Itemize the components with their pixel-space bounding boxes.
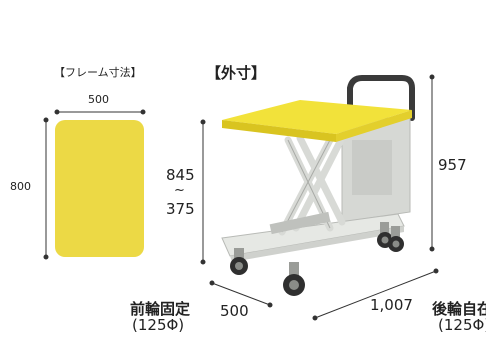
frame-length-label: 800 [10, 180, 31, 193]
rear-wheel-label: 後輪自在 [432, 300, 486, 318]
exterior-dimension-title: 【外寸】 [206, 64, 267, 82]
front-left-wheel [230, 248, 248, 275]
hydraulic-cylinder [269, 211, 331, 235]
depth-dimension-line [209, 280, 273, 308]
table-top [222, 100, 412, 134]
frame-dimension-title: 【フレーム寸法】 [54, 66, 142, 79]
frame-length-dimension-line [43, 117, 49, 260]
frame-width-dimension-line [54, 109, 146, 115]
lift-table-cart-illustration [221, 75, 415, 296]
overall-height-dimension-line [429, 74, 435, 252]
table-height-separator: ~ [174, 183, 185, 198]
depth-label: 500 [220, 302, 249, 320]
front-wheel-label: 前輪固定 [130, 300, 191, 318]
front-right-wheel [283, 262, 305, 296]
table-height-max-label: 845 [166, 166, 195, 184]
front-wheel-size: (125Φ) [132, 316, 185, 334]
table-height-min-label: 375 [166, 200, 195, 218]
rear-wheel-size: (125Φ) [438, 316, 486, 334]
length-dimension-line [312, 268, 439, 321]
rear-right-wheel [388, 226, 404, 252]
frame-platform [55, 120, 144, 257]
frame-width-label: 500 [88, 93, 109, 106]
overall-height-label: 957 [438, 156, 467, 174]
cart-handle [347, 75, 415, 121]
table-height-dimension-line [200, 119, 206, 265]
length-label: 1,007 [370, 296, 413, 314]
